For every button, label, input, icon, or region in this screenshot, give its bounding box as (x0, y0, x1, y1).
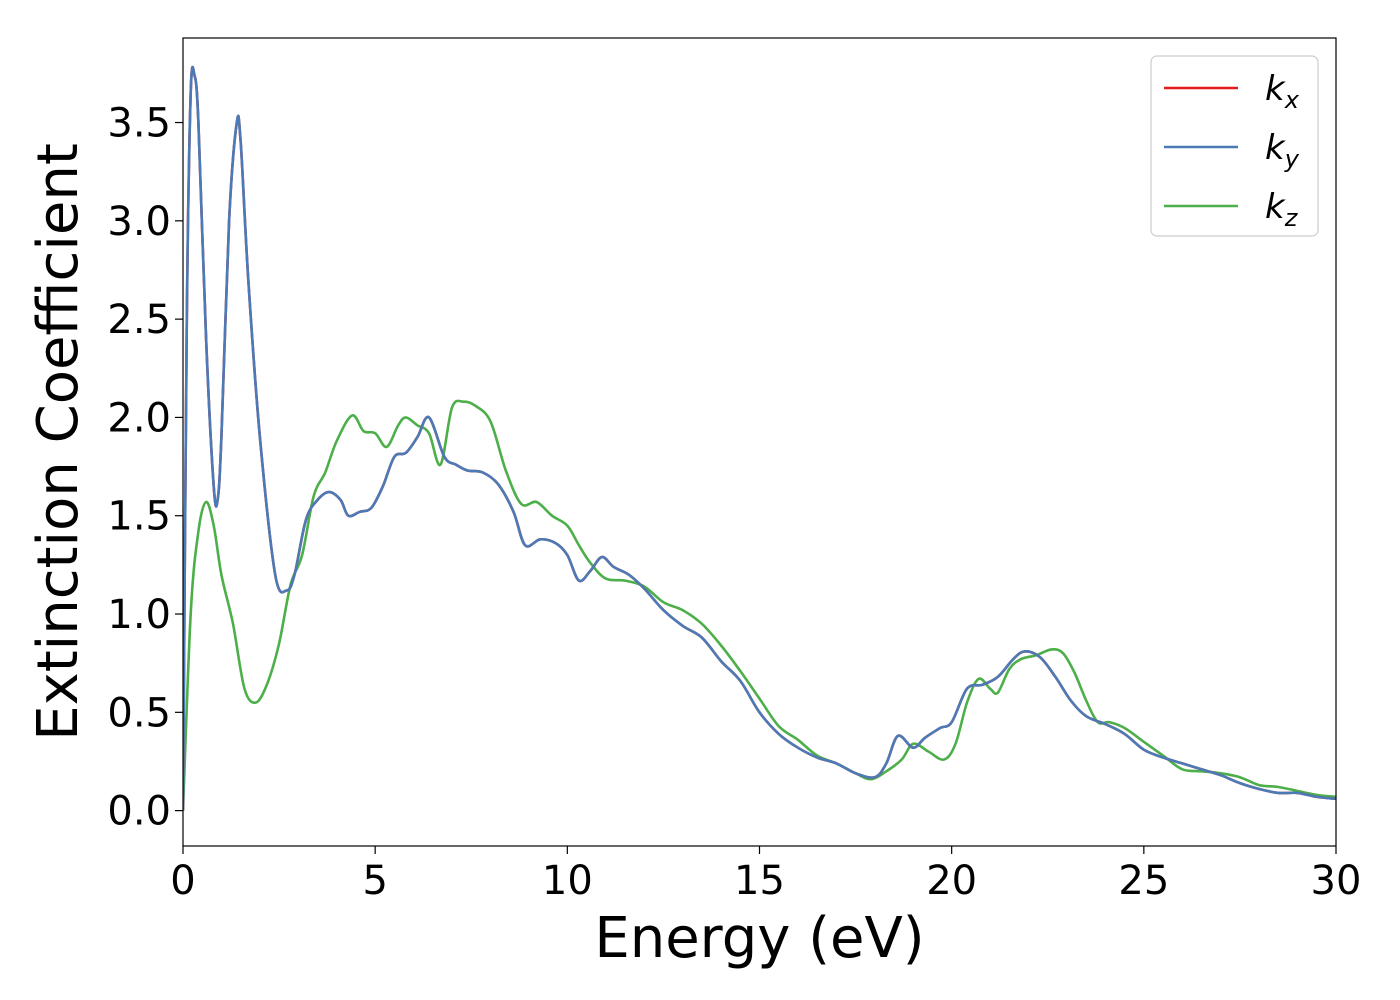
x-tick-label: 30 (1311, 858, 1362, 904)
legend: kx ky kz (1150, 55, 1319, 237)
legend-label-ky: ky (1265, 128, 1300, 173)
y-tick-label: 2.5 (107, 297, 171, 343)
legend-label-kz: kz (1265, 187, 1299, 232)
x-tick-label: 5 (362, 858, 387, 904)
series-layer (183, 65, 1336, 811)
y-tick-label: 1.0 (107, 592, 171, 638)
series-line-ky (183, 65, 1336, 811)
x-axis-ticks: 0 5 10 15 20 25 30 (170, 846, 1361, 904)
y-tick-label: 0.0 (107, 789, 171, 835)
x-tick-label: 25 (1118, 858, 1169, 904)
y-tick-label: 0.5 (107, 690, 171, 736)
y-tick-label: 3.0 (107, 199, 171, 245)
y-axis-title: Extinction Coefficient (26, 143, 91, 741)
x-tick-label: 0 (170, 858, 195, 904)
x-axis-title: Energy (eV) (594, 906, 924, 971)
x-tick-label: 20 (926, 858, 977, 904)
y-tick-label: 1.5 (107, 494, 171, 540)
y-tick-label: 3.5 (107, 101, 171, 147)
legend-label-kx: kx (1265, 69, 1300, 114)
x-tick-label: 15 (734, 858, 785, 904)
y-tick-label: 2.0 (107, 395, 171, 441)
y-axis-ticks: 0.0 0.5 1.0 1.5 2.0 2.5 3.0 3.5 (107, 101, 183, 835)
x-tick-label: 10 (542, 858, 593, 904)
